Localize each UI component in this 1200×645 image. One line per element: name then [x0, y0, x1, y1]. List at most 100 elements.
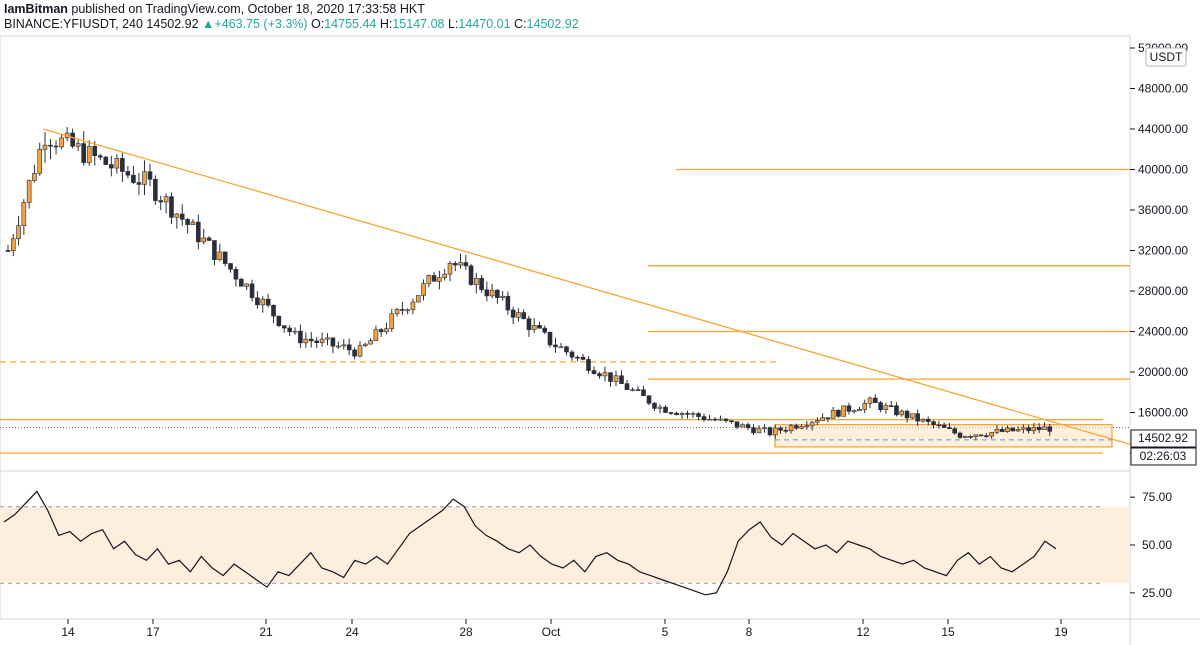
- candle-body: [910, 413, 915, 419]
- candle-body: [325, 337, 330, 340]
- candle-body: [788, 425, 794, 431]
- candle-body: [547, 331, 553, 346]
- trendline[interactable]: [42, 128, 1133, 446]
- candle-body: [59, 137, 64, 148]
- candle-body: [92, 146, 98, 156]
- candle-body: [37, 148, 43, 174]
- candle-body: [575, 356, 580, 359]
- candle-body: [255, 297, 260, 306]
- candle-body: [772, 427, 778, 436]
- rsi-line: [3, 490, 1057, 596]
- candle-body: [516, 312, 521, 318]
- candle-body: [341, 344, 347, 347]
- candle-body: [378, 329, 384, 333]
- candle-body: [553, 344, 558, 348]
- candle-body: [174, 213, 180, 218]
- candle-body: [723, 418, 729, 421]
- candle-body: [1031, 426, 1037, 432]
- candle-body: [591, 370, 597, 374]
- candle-body: [580, 356, 586, 360]
- candle-body: [147, 171, 153, 180]
- price-tick-label: 48000.00: [1138, 82, 1188, 96]
- candle-body: [830, 409, 836, 419]
- candle-body: [86, 146, 92, 163]
- up-arrow-icon: ▲: [202, 17, 215, 31]
- candle-body: [878, 402, 883, 410]
- time-axis[interactable]: 14 17 21 24 28 Oct 5 8 12 15 19: [61, 619, 1068, 639]
- candle-body: [21, 202, 27, 226]
- candle-body: [1005, 427, 1010, 432]
- candle-body: [894, 405, 899, 416]
- symbol-label: BINANCE:YFIUSDT, 240: [4, 17, 143, 31]
- candle-body: [114, 158, 120, 169]
- candle-body: [999, 428, 1005, 432]
- candle-body: [1036, 426, 1042, 430]
- candle-body: [920, 418, 926, 422]
- candle-body: [569, 351, 575, 358]
- candle-body: [899, 410, 905, 416]
- candle-body: [48, 144, 53, 147]
- candle-body: [915, 413, 920, 422]
- candle-body: [841, 405, 846, 417]
- candle-body: [103, 156, 109, 165]
- candle-body: [936, 424, 942, 427]
- candle-body: [400, 309, 405, 311]
- candle-body: [857, 409, 862, 412]
- candle-body: [564, 346, 569, 353]
- candle-body: [984, 435, 989, 438]
- candle-body: [5, 250, 11, 252]
- candle-body: [298, 330, 303, 344]
- zone-box[interactable]: [774, 423, 1113, 448]
- countdown-label: 02:26:03: [1140, 449, 1187, 463]
- candle-body: [804, 425, 810, 428]
- candle-body: [447, 263, 453, 275]
- consolidation-zone[interactable]: [774, 423, 1113, 448]
- candle-body: [314, 340, 319, 344]
- candle-body: [941, 424, 947, 428]
- candle-body: [1021, 427, 1026, 430]
- candle-body: [468, 265, 474, 285]
- candle-body: [521, 312, 526, 320]
- candle-body: [630, 389, 635, 391]
- currency-badge[interactable]: [1145, 47, 1187, 67]
- candle-body: [142, 171, 147, 185]
- rsi-axis[interactable]: 75.00 50.00 25.00: [1130, 490, 1172, 600]
- candle-body: [696, 413, 701, 417]
- candle-body: [867, 397, 873, 404]
- price-axis[interactable]: 52000.0048000.0044000.0040000.0036000.00…: [1130, 41, 1188, 460]
- rsi-band: [0, 506, 1130, 584]
- horizontal-levels[interactable]: [0, 168, 1130, 454]
- currency-label: USDT: [1150, 50, 1183, 64]
- candle-body: [222, 251, 228, 264]
- candle-body: [260, 298, 266, 306]
- candle-body: [70, 132, 75, 147]
- high-label: H:: [379, 17, 393, 31]
- candle-body: [957, 432, 963, 438]
- candle-body: [179, 213, 185, 220]
- candle-body: [265, 298, 271, 306]
- candle-body: [190, 221, 196, 225]
- candle-body: [281, 325, 287, 329]
- author-name: IamBitman: [4, 2, 68, 16]
- candle-body: [153, 178, 158, 201]
- rsi-tick-label: 50.00: [1142, 538, 1172, 552]
- candle-body: [989, 432, 994, 437]
- candle-body: [668, 412, 674, 414]
- candle-body: [32, 173, 37, 181]
- candle-body: [690, 413, 696, 415]
- open-label: O:: [311, 17, 325, 31]
- candle-body: [542, 327, 548, 333]
- candle-body: [619, 375, 624, 384]
- candle-body: [368, 340, 373, 345]
- candle-body: [452, 263, 458, 266]
- candle-body: [1026, 427, 1031, 432]
- trendline-line[interactable]: [42, 128, 1133, 446]
- candle-body: [846, 405, 852, 412]
- candle-body: [394, 309, 400, 315]
- candle-body: [415, 295, 421, 303]
- candle-body: [756, 428, 762, 434]
- candle-body: [740, 424, 745, 428]
- candle-body: [131, 174, 136, 183]
- time-tick-label: 19: [1054, 625, 1068, 639]
